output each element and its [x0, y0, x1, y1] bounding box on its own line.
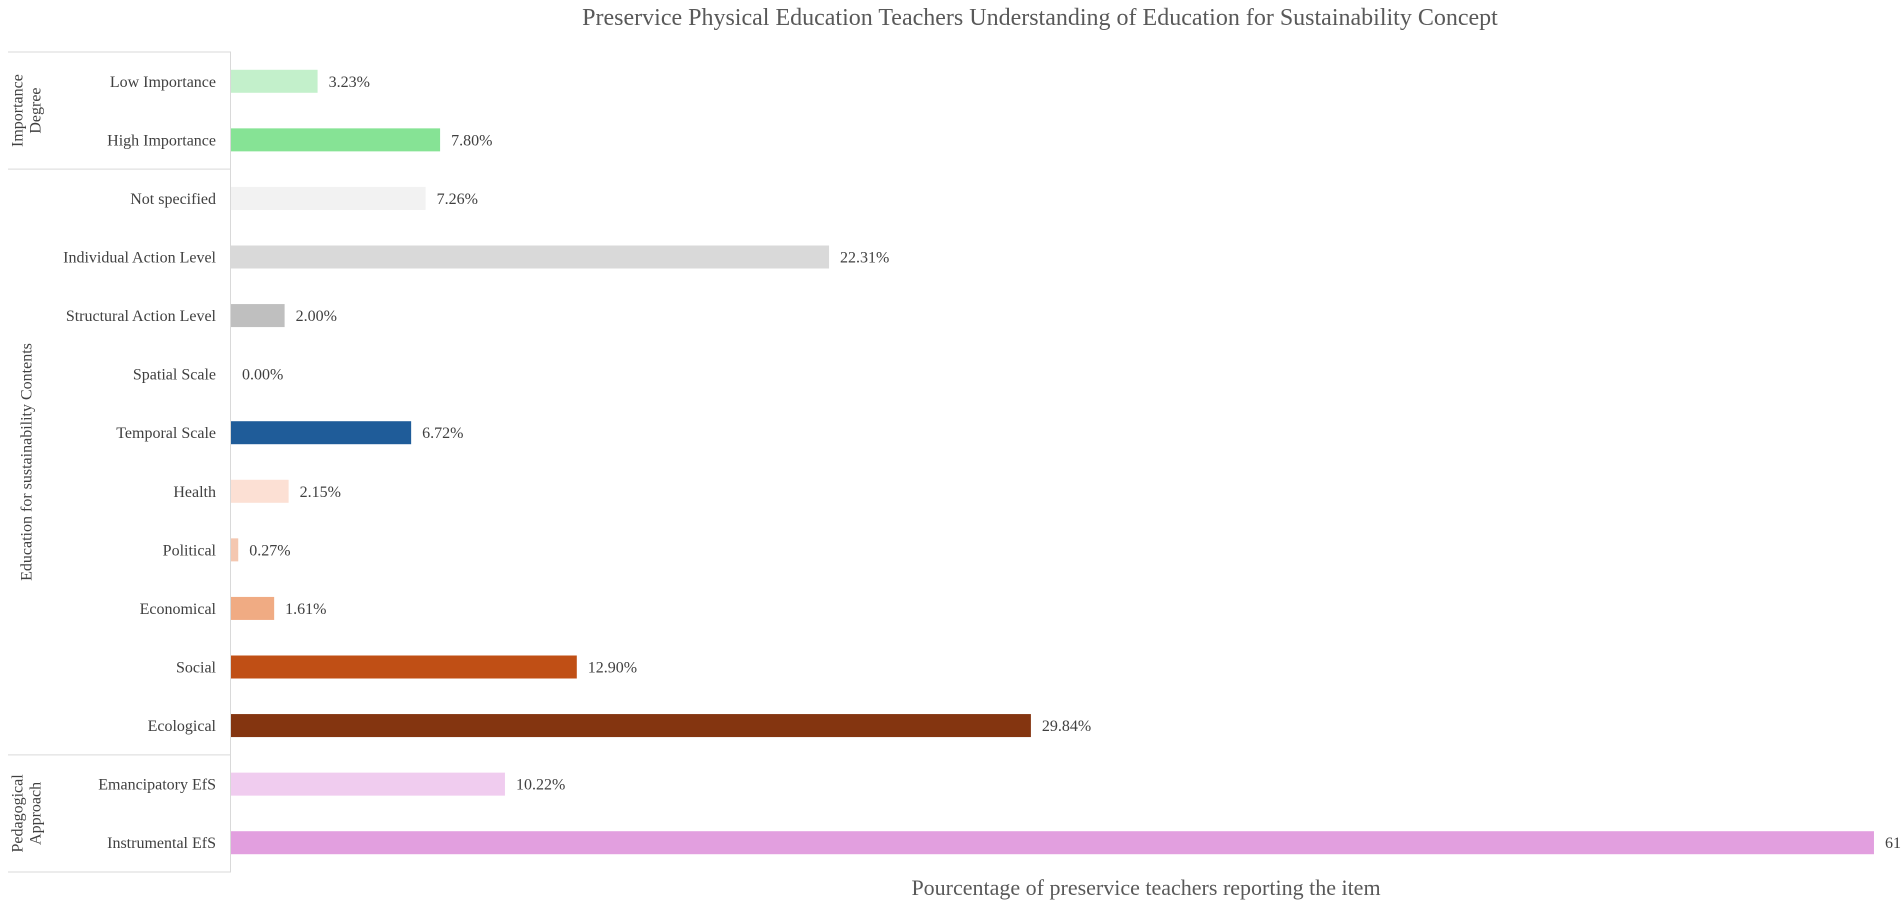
category-label: Instrumental EfS: [107, 835, 216, 852]
data-label: 6.72%: [422, 425, 463, 442]
group-label: Pedagogical: [10, 774, 27, 853]
bar: [231, 538, 239, 562]
bar: [231, 655, 577, 679]
category-label: Spatial Scale: [133, 367, 216, 384]
bar: [231, 128, 441, 152]
data-label: 22.31%: [840, 250, 889, 267]
group-label: Degree: [28, 87, 45, 133]
bar: [231, 421, 412, 445]
x-axis-label: Pourcentage of preservice teachers repor…: [911, 875, 1380, 900]
group-label: Education for sustainability Contents: [19, 343, 36, 581]
bar: [231, 69, 318, 93]
category-labels: Low Importance High Importance Not specifi…: [63, 74, 216, 852]
bar: [231, 245, 830, 269]
category-label: Ecological: [148, 718, 217, 735]
bar: [231, 186, 426, 210]
bar: [231, 596, 275, 620]
category-label: Political: [163, 542, 217, 559]
category-label: Social: [176, 660, 217, 677]
category-label: Health: [173, 484, 216, 501]
bar-series: [231, 69, 1874, 855]
category-label: Not specified: [130, 191, 216, 208]
data-label: 7.80%: [451, 132, 492, 149]
data-label: 7.26%: [437, 191, 478, 208]
data-label: 61.29%: [1885, 835, 1902, 852]
data-label: 0.27%: [249, 542, 290, 559]
bar: [231, 304, 285, 328]
group-labels: Importance Degree Education for sustainabi…: [10, 74, 45, 852]
bar: [231, 772, 505, 796]
category-label: Emancipatory EfS: [98, 777, 216, 794]
bar: [231, 831, 1874, 855]
data-label: 1.61%: [285, 601, 326, 618]
category-label: Structural Action Level: [66, 308, 217, 325]
category-label: Individual Action Level: [63, 250, 216, 267]
data-label: 29.84%: [1042, 718, 1091, 735]
data-label: 12.90%: [588, 660, 637, 677]
data-label: 10.22%: [516, 777, 565, 794]
chart-title: Preservice Physical Education Teachers U…: [582, 5, 1498, 31]
data-label: 3.23%: [329, 74, 370, 91]
value-labels: 3.23% 7.80% 7.26% 22.31% 2.00% 0.00% 6.72% 2.15…: [242, 74, 1902, 852]
category-label: High Importance: [107, 132, 216, 149]
data-label: 0.00%: [242, 367, 283, 384]
bar: [231, 714, 1031, 738]
data-label: 2.00%: [296, 308, 337, 325]
group-label: Importance: [10, 74, 27, 147]
category-label: Low Importance: [110, 74, 216, 91]
category-label: Temporal Scale: [116, 425, 216, 442]
category-label: Economical: [140, 601, 217, 618]
category-axis-frame: [8, 51, 231, 873]
data-label: 2.15%: [300, 484, 341, 501]
bar: [231, 479, 289, 503]
group-label: Approach: [28, 782, 45, 845]
